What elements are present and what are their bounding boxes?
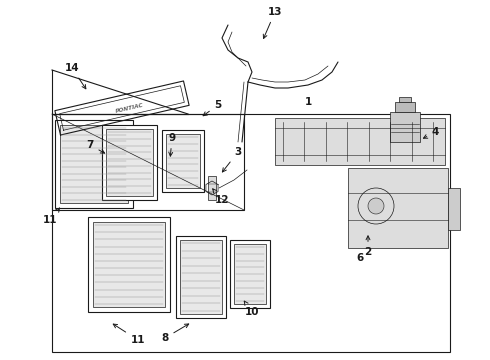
Text: 6: 6 [356, 253, 364, 263]
Bar [176, 236, 226, 318]
Bar [234, 244, 266, 304]
Text: 12: 12 [213, 189, 229, 205]
Text: 7: 7 [86, 140, 105, 153]
Bar [390, 112, 420, 142]
Text: 13: 13 [263, 7, 282, 39]
Bar [60, 125, 128, 203]
Bar [395, 102, 415, 112]
Bar [52, 114, 244, 210]
Text: 8: 8 [161, 324, 189, 343]
Bar [102, 125, 157, 200]
Bar [399, 97, 411, 102]
Text: 2: 2 [365, 236, 371, 257]
Text: 3: 3 [222, 147, 242, 172]
Bar [88, 217, 170, 312]
Text: 10: 10 [244, 301, 259, 317]
Bar [93, 222, 165, 307]
Text: 5: 5 [203, 100, 221, 116]
Bar [52, 114, 450, 352]
Text: 4: 4 [423, 127, 440, 138]
Bar [208, 176, 216, 200]
Bar [106, 129, 153, 196]
Bar [230, 240, 270, 308]
Text: 11: 11 [113, 324, 145, 345]
Text: 14: 14 [65, 63, 86, 89]
Bar [55, 120, 133, 208]
Bar [348, 168, 448, 248]
Text: 1: 1 [304, 97, 312, 107]
Bar [166, 134, 200, 188]
Circle shape [368, 198, 384, 214]
Bar [448, 188, 460, 230]
Bar [180, 240, 222, 314]
Text: 9: 9 [169, 133, 175, 156]
Text: 11: 11 [43, 208, 60, 225]
Bar [275, 118, 445, 165]
Bar [162, 130, 204, 192]
Text: PONTIAC: PONTIAC [115, 102, 145, 114]
